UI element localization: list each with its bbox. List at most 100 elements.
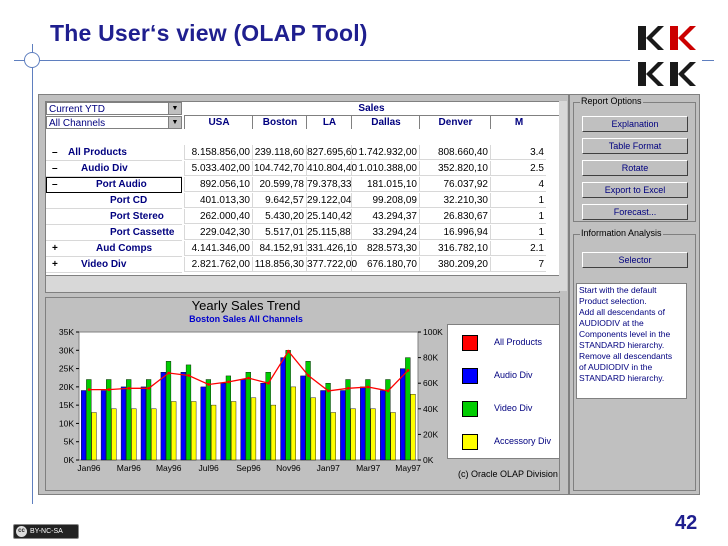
left-axis-tick-label: 0K bbox=[64, 455, 75, 465]
table-cell[interactable]: 9.642,57 bbox=[252, 193, 306, 208]
line-point bbox=[147, 386, 151, 390]
table-cell[interactable]: 29.122,04 bbox=[306, 193, 352, 208]
forecast-button[interactable]: Forecast... bbox=[582, 204, 688, 220]
table-cell[interactable]: 26.830,67 bbox=[419, 209, 490, 224]
row-header[interactable]: Port Cassette bbox=[46, 225, 182, 241]
x-axis-tick-label: Jul96 bbox=[198, 463, 219, 473]
row-header[interactable]: – Audio Div bbox=[46, 161, 182, 177]
table-cell[interactable]: 3.4 bbox=[490, 145, 546, 160]
analysis-notes: Start with the default Product selection.… bbox=[576, 283, 687, 399]
table-cell[interactable]: 380.209,20 bbox=[419, 257, 490, 272]
table-cell[interactable]: 827.695,60 bbox=[306, 145, 358, 160]
table-cell[interactable]: 1.742.932,00 bbox=[351, 145, 419, 160]
table-cell[interactable]: 7 bbox=[490, 257, 546, 272]
legend-item: All Products bbox=[458, 333, 558, 353]
table-cell[interactable]: 401.013,30 bbox=[184, 193, 252, 208]
bar bbox=[86, 379, 92, 461]
export-to-excel-button[interactable]: Export to Excel bbox=[582, 182, 688, 198]
table-cell[interactable]: 104.742,70 bbox=[252, 161, 306, 176]
table-cell[interactable]: 676.180,70 bbox=[351, 257, 419, 272]
column-header[interactable]: M bbox=[490, 116, 547, 129]
explanation-button[interactable]: Explanation bbox=[582, 116, 688, 132]
table-cell[interactable]: 316.782,10 bbox=[419, 241, 490, 256]
column-header[interactable]: Dallas bbox=[351, 116, 420, 129]
collapse-icon[interactable]: – bbox=[52, 179, 58, 190]
table-cell[interactable]: 25.115,88 bbox=[306, 225, 351, 240]
table-cell[interactable]: 808.660,40 bbox=[419, 145, 490, 160]
line-point bbox=[107, 388, 111, 391]
vertical-scrollbar[interactable] bbox=[559, 101, 567, 291]
horizontal-scrollbar[interactable] bbox=[46, 275, 559, 292]
bar bbox=[100, 390, 107, 461]
collapse-icon[interactable]: – bbox=[52, 147, 58, 158]
table-cell[interactable]: 229.042,30 bbox=[184, 225, 252, 240]
table-cell[interactable]: 181.015,10 bbox=[351, 177, 419, 192]
notes-line: AUDIODIV at the bbox=[579, 318, 644, 328]
report-options-group: Report Options Explanation Table Format Ro… bbox=[573, 96, 696, 222]
table-cell[interactable]: 331.426,10 bbox=[306, 241, 358, 256]
row-header[interactable]: – All Products bbox=[46, 145, 182, 161]
expand-icon[interactable]: + bbox=[52, 259, 58, 270]
bar bbox=[285, 350, 291, 461]
column-header[interactable]: Boston bbox=[252, 116, 307, 129]
table-cell[interactable]: 352.820,10 bbox=[419, 161, 490, 176]
row-header[interactable]: + Video Div bbox=[46, 257, 182, 273]
bar bbox=[405, 357, 411, 461]
selector-button[interactable]: Selector bbox=[582, 252, 688, 268]
table-cell[interactable]: 828.573,30 bbox=[351, 241, 419, 256]
table-cell[interactable]: 99.208,09 bbox=[351, 193, 419, 208]
information-analysis-title: Information Analysis bbox=[580, 228, 663, 238]
row-header[interactable]: Port Stereo bbox=[46, 209, 182, 225]
chevron-down-icon[interactable]: ▼ bbox=[168, 103, 181, 114]
table-cell[interactable]: 2.1 bbox=[490, 241, 546, 256]
legend-swatch bbox=[462, 401, 478, 417]
table-cell[interactable]: 2.821.762,00 bbox=[184, 257, 252, 272]
table-cell[interactable]: 1 bbox=[490, 209, 546, 224]
line-point bbox=[227, 380, 231, 384]
table-cell[interactable]: 8.158.856,00 bbox=[184, 145, 252, 160]
table-cell[interactable]: 20.599,78 bbox=[252, 177, 306, 192]
table-cell[interactable]: 4 bbox=[490, 177, 546, 192]
table-cell[interactable]: 25.140,42 bbox=[306, 209, 352, 224]
table-cell[interactable]: 892.056,10 bbox=[184, 177, 252, 192]
table-cell[interactable]: 262.000,40 bbox=[184, 209, 252, 224]
row-label: Video Div bbox=[81, 259, 127, 270]
time-select[interactable]: Current YTD ▼ bbox=[46, 102, 182, 115]
row-header[interactable]: Port CD bbox=[46, 193, 182, 209]
table-cell[interactable]: 33.294,24 bbox=[351, 225, 419, 240]
table-cell[interactable]: 1 bbox=[490, 225, 546, 240]
table-cell[interactable]: 5.430,20 bbox=[252, 209, 306, 224]
table-cell[interactable]: 84.152,91 bbox=[252, 241, 306, 256]
table-cell[interactable]: 377.722,00 bbox=[306, 257, 358, 272]
row-header[interactable]: + Aud Comps bbox=[46, 241, 182, 257]
table-cell[interactable]: 118.856,30 bbox=[252, 257, 306, 272]
channel-select[interactable]: All Channels ▼ bbox=[46, 116, 182, 129]
rotate-button[interactable]: Rotate bbox=[582, 160, 688, 176]
table-cell[interactable]: 1 bbox=[490, 193, 546, 208]
table-cell[interactable]: 32.210,30 bbox=[419, 193, 490, 208]
legend-item: Video Div bbox=[458, 399, 558, 419]
column-header[interactable]: USA bbox=[184, 116, 253, 129]
table-cell[interactable]: 1.010.388,00 bbox=[351, 161, 419, 176]
chevron-down-icon[interactable]: ▼ bbox=[168, 117, 181, 128]
table-format-button[interactable]: Table Format bbox=[582, 138, 688, 154]
table-cell[interactable]: 5.033.402,00 bbox=[184, 161, 252, 176]
collapse-icon[interactable]: – bbox=[52, 163, 58, 174]
table-cell[interactable]: 5.517,01 bbox=[252, 225, 306, 240]
bar bbox=[145, 379, 152, 461]
bar bbox=[305, 361, 311, 461]
table-cell[interactable]: 76.037,92 bbox=[419, 177, 490, 192]
bar bbox=[171, 401, 177, 461]
table-cell[interactable]: 16.996,94 bbox=[419, 225, 490, 240]
column-header[interactable]: LA bbox=[306, 116, 352, 129]
table-cell[interactable]: 43.294,37 bbox=[351, 209, 419, 224]
table-cell[interactable]: 4.141.346,00 bbox=[184, 241, 252, 256]
expand-icon[interactable]: + bbox=[52, 243, 58, 254]
table-cell[interactable]: 79.378,33 bbox=[306, 177, 352, 192]
table-cell[interactable]: 2.5 bbox=[490, 161, 546, 176]
table-cell[interactable]: 410.804,40 bbox=[306, 161, 358, 176]
x-axis-tick-label: May96 bbox=[156, 463, 182, 473]
row-header[interactable]: – Port Audio bbox=[46, 177, 182, 193]
table-cell[interactable]: 239.118,60 bbox=[252, 145, 306, 160]
column-header[interactable]: Denver bbox=[419, 116, 491, 129]
